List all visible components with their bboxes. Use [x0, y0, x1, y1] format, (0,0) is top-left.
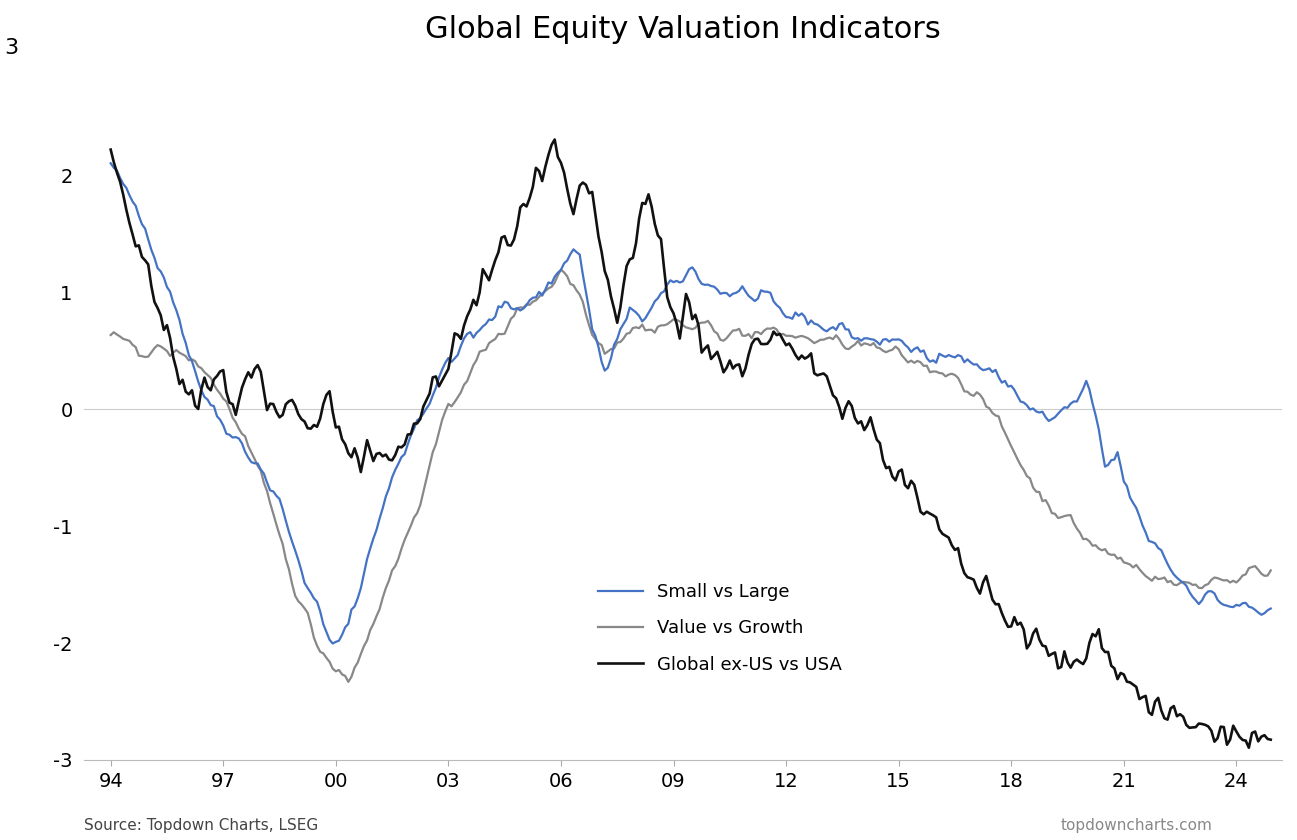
Small vs Large	[696, 280, 712, 290]
Small vs Large	[250, 459, 266, 469]
Value vs Growth	[497, 328, 512, 339]
Small vs Large	[497, 297, 512, 307]
Global ex-US vs USA	[250, 360, 266, 370]
Value vs Growth	[553, 265, 568, 275]
Small vs Large	[326, 638, 341, 648]
Value vs Growth	[1244, 562, 1259, 572]
Global ex-US vs USA	[102, 144, 118, 155]
Line: Global ex-US vs USA: Global ex-US vs USA	[110, 139, 1271, 748]
Line: Value vs Growth: Value vs Growth	[110, 270, 1271, 682]
Small vs Large	[1263, 603, 1279, 613]
Value vs Growth	[1263, 565, 1279, 575]
Small vs Large	[1241, 601, 1257, 612]
Value vs Growth	[341, 677, 357, 687]
Value vs Growth	[293, 599, 309, 609]
Text: topdowncharts.com: topdowncharts.com	[1061, 818, 1213, 833]
Text: 3: 3	[4, 38, 18, 58]
Small vs Large	[102, 158, 118, 168]
Value vs Growth	[960, 386, 975, 396]
Global ex-US vs USA	[696, 344, 712, 354]
Value vs Growth	[700, 316, 716, 326]
Global ex-US vs USA	[1244, 728, 1259, 738]
Global ex-US vs USA	[956, 568, 971, 578]
Legend: Small vs Large, Value vs Growth, Global ex-US vs USA: Small vs Large, Value vs Growth, Global …	[590, 576, 850, 680]
Global ex-US vs USA	[1263, 735, 1279, 745]
Value vs Growth	[102, 330, 118, 340]
Value vs Growth	[250, 460, 266, 470]
Line: Small vs Large: Small vs Large	[110, 163, 1271, 643]
Small vs Large	[956, 357, 971, 367]
Global ex-US vs USA	[547, 134, 563, 144]
Global ex-US vs USA	[293, 414, 309, 424]
Text: Source: Topdown Charts, LSEG: Source: Topdown Charts, LSEG	[84, 818, 319, 833]
Title: Global Equity Valuation Indicators: Global Equity Valuation Indicators	[425, 15, 942, 44]
Global ex-US vs USA	[494, 233, 510, 243]
Global ex-US vs USA	[1241, 743, 1257, 753]
Small vs Large	[293, 565, 309, 575]
